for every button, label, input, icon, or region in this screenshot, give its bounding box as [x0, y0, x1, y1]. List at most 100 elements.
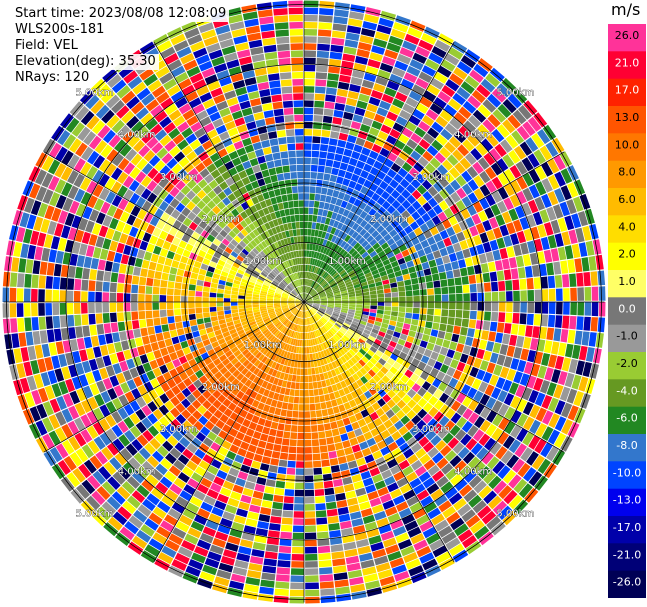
- velocity-bin: [304, 461, 313, 468]
- velocity-bin: [420, 355, 430, 364]
- velocity-bin: [305, 582, 319, 590]
- velocity-bin: [332, 406, 340, 414]
- velocity-bin: [197, 508, 211, 519]
- velocity-bin: [395, 436, 406, 447]
- velocity-bin: [336, 499, 348, 508]
- velocity-bin: [147, 455, 160, 468]
- velocity-bin: [504, 406, 516, 420]
- velocity-bin: [83, 336, 93, 349]
- velocity-bin: [301, 304, 304, 311]
- velocity-bin: [272, 319, 279, 324]
- velocity-bin: [159, 295, 167, 302]
- velocity-bin: [175, 246, 185, 256]
- velocity-bin: [561, 357, 571, 372]
- velocity-bin: [252, 376, 260, 384]
- velocity-bin: [228, 230, 237, 239]
- velocity-bin: [462, 284, 470, 293]
- velocity-bin: [175, 230, 185, 240]
- velocity-bin: [264, 486, 275, 495]
- velocity-bin: [173, 253, 182, 262]
- velocity-bin: [246, 287, 254, 292]
- velocity-bin: [288, 252, 293, 259]
- velocity-bin: [213, 141, 225, 152]
- velocity-bin: [304, 368, 308, 376]
- velocity-bin: [263, 44, 277, 53]
- velocity-bin: [355, 207, 363, 216]
- velocity-bin: [553, 384, 564, 399]
- velocity-bin: [318, 328, 323, 336]
- velocity-bin: [175, 521, 190, 533]
- velocity-bin: [471, 213, 482, 225]
- velocity-bin: [329, 458, 339, 466]
- velocity-bin: [250, 437, 260, 447]
- velocity-bin: [202, 140, 213, 151]
- velocity-bin: [213, 251, 222, 259]
- velocity-bin: [432, 273, 440, 281]
- velocity-bin: [385, 544, 400, 555]
- velocity-bin: [546, 327, 555, 341]
- velocity-bin: [135, 421, 147, 434]
- velocity-bin: [592, 348, 602, 364]
- velocity-bin: [380, 164, 390, 174]
- velocity-bin: [330, 316, 338, 321]
- velocity-bin: [195, 369, 204, 379]
- velocity-bin: [68, 436, 81, 451]
- velocity-bin: [274, 363, 281, 371]
- velocity-bin: [304, 221, 308, 229]
- velocity-bin: [252, 247, 260, 255]
- velocity-bin: [139, 276, 147, 286]
- velocity-bin: [102, 281, 110, 292]
- velocity-bin: [2, 271, 11, 287]
- velocity-bin: [215, 333, 224, 341]
- velocity-bin: [356, 298, 363, 302]
- velocity-bin: [271, 327, 278, 334]
- velocity-bin: [345, 490, 357, 499]
- velocity-bin: [141, 93, 155, 106]
- velocity-bin: [270, 316, 278, 321]
- velocity-bin: [200, 477, 213, 488]
- velocity-bin: [299, 318, 302, 325]
- velocity-bin: [333, 292, 341, 296]
- velocity-bin: [315, 252, 320, 259]
- velocity-bin: [257, 9, 273, 18]
- velocity-bin: [257, 344, 265, 351]
- velocity-bin: [171, 385, 181, 396]
- velocity-bin: [188, 168, 199, 179]
- velocity-bin: [147, 326, 155, 335]
- velocity-bin: [357, 418, 367, 428]
- velocity-bin: [443, 171, 455, 184]
- velocity-bin: [343, 276, 350, 282]
- velocity-bin: [221, 45, 236, 56]
- velocity-bin: [377, 206, 386, 215]
- velocity-bin: [363, 298, 370, 302]
- velocity-bin: [519, 141, 533, 156]
- velocity-bin: [547, 174, 560, 190]
- velocity-bin: [247, 511, 259, 521]
- velocity-bin: [162, 440, 174, 452]
- velocity-bin: [388, 255, 397, 263]
- velocity-bin: [160, 280, 168, 288]
- velocity-bin: [85, 245, 95, 257]
- velocity-bin: [281, 295, 289, 298]
- velocity-bin: [179, 490, 193, 502]
- velocity-bin: [578, 345, 588, 361]
- velocity-bin: [154, 271, 162, 280]
- velocity-bin: [199, 168, 210, 179]
- velocity-bin: [375, 407, 385, 417]
- velocity-bin: [288, 298, 295, 301]
- velocity-bin: [253, 237, 261, 245]
- velocity-bin: [337, 330, 345, 337]
- velocity-bin: [166, 216, 176, 226]
- velocity-bin: [247, 444, 257, 453]
- velocity-bin: [204, 322, 212, 329]
- velocity-bin: [394, 60, 409, 72]
- velocity-bin: [320, 402, 327, 410]
- velocity-bin: [404, 279, 412, 286]
- velocity-bin: [231, 387, 240, 396]
- velocity-bin: [177, 425, 188, 436]
- velocity-bin: [91, 223, 102, 236]
- velocity-bin: [234, 361, 242, 369]
- velocity-bin: [29, 406, 41, 422]
- velocity-bin: [40, 218, 51, 233]
- velocity-bin: [291, 307, 297, 312]
